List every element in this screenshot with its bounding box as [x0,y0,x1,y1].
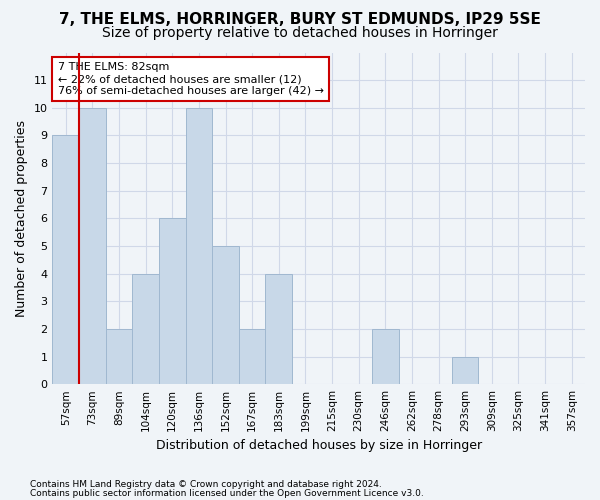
Bar [52,136,79,384]
Bar [79,108,106,384]
Bar [133,274,159,384]
Text: Size of property relative to detached houses in Horringer: Size of property relative to detached ho… [102,26,498,40]
Bar [372,329,398,384]
Bar [185,108,212,384]
Bar [265,274,292,384]
Bar [106,329,133,384]
Text: 7 THE ELMS: 82sqm
← 22% of detached houses are smaller (12)
76% of semi-detached: 7 THE ELMS: 82sqm ← 22% of detached hous… [58,62,324,96]
Text: Contains HM Land Registry data © Crown copyright and database right 2024.: Contains HM Land Registry data © Crown c… [30,480,382,489]
Bar [212,246,239,384]
Bar [452,356,478,384]
Y-axis label: Number of detached properties: Number of detached properties [15,120,28,317]
Text: Contains public sector information licensed under the Open Government Licence v3: Contains public sector information licen… [30,488,424,498]
X-axis label: Distribution of detached houses by size in Horringer: Distribution of detached houses by size … [155,440,482,452]
Text: 7, THE ELMS, HORRINGER, BURY ST EDMUNDS, IP29 5SE: 7, THE ELMS, HORRINGER, BURY ST EDMUNDS,… [59,12,541,28]
Bar [239,329,265,384]
Bar [159,218,185,384]
